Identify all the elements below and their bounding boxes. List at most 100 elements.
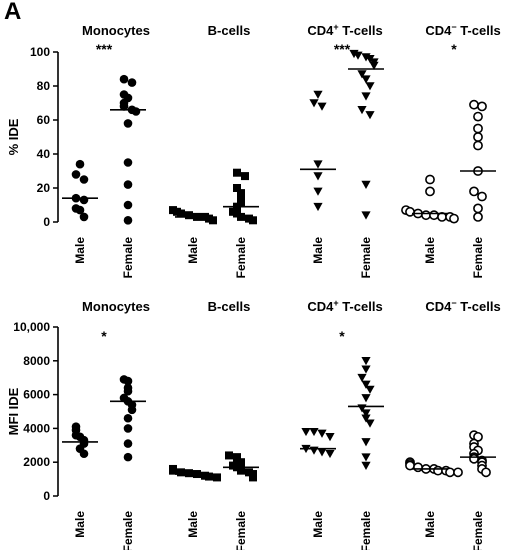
data-point — [317, 429, 327, 438]
x-category-label: Female — [234, 237, 248, 279]
data-point — [123, 386, 133, 396]
data-point — [119, 74, 129, 84]
data-point — [79, 449, 89, 459]
data-point — [477, 191, 487, 202]
data-point — [369, 61, 379, 70]
data-point — [209, 216, 217, 225]
y-tick-label: 8000 — [23, 354, 50, 368]
data-point — [365, 419, 375, 428]
y-tick-label: 4000 — [23, 421, 50, 435]
group-3: CD4+ T-cells * Male Female — [300, 298, 384, 550]
y-axis-label: % IDE — [6, 118, 21, 155]
data-point — [185, 211, 193, 220]
significance-marker: * — [451, 41, 457, 57]
data-point — [357, 70, 367, 79]
y-tick-label: 6000 — [23, 388, 50, 402]
data-point — [317, 102, 327, 111]
group-title: Monocytes — [82, 299, 150, 314]
data-point — [317, 448, 327, 457]
x-category-label: Male — [311, 237, 325, 264]
x-category-label: Male — [73, 237, 87, 264]
y-axis-label: MFI IDE — [6, 387, 21, 435]
data-point — [123, 119, 133, 128]
data-point — [365, 82, 375, 91]
data-point — [473, 123, 483, 134]
data-point — [71, 170, 81, 179]
data-point — [79, 175, 89, 184]
y-tick-label: 2000 — [23, 455, 50, 469]
x-category-label: Female — [234, 511, 248, 550]
y-tick-label: 40 — [37, 147, 51, 161]
chart-panel-2: 0 2000 4000 6000 8000 10,000 MFI IDE Monocytes *… — [6, 298, 501, 550]
data-point — [127, 405, 137, 415]
data-point — [361, 409, 371, 418]
data-point — [75, 159, 85, 169]
group-title: CD4+ T-cells — [307, 298, 382, 314]
data-point — [313, 172, 323, 181]
x-category-label: Female — [359, 237, 373, 279]
data-point — [123, 424, 133, 433]
data-point — [353, 51, 363, 60]
y-tick-label: 0 — [43, 489, 50, 503]
data-point — [361, 453, 371, 462]
group-title: CD4− T-cells — [425, 298, 500, 314]
data-point — [123, 452, 133, 462]
x-category-label: Male — [423, 511, 437, 538]
x-category-label: Male — [311, 511, 325, 538]
y-tick-label: 60 — [37, 113, 51, 127]
significance-marker: *** — [96, 41, 113, 57]
data-point — [477, 101, 487, 112]
data-point — [361, 180, 371, 189]
data-point — [309, 427, 319, 437]
data-point — [249, 216, 257, 225]
data-point — [357, 373, 367, 383]
group-1: Monocytes * Male Female — [62, 299, 150, 550]
group-1: Monocytes *** Male Female — [62, 23, 150, 278]
x-category-label: Female — [121, 511, 135, 550]
data-point — [205, 472, 213, 481]
data-point — [177, 468, 185, 477]
data-point — [237, 458, 245, 467]
group-title: CD4− T-cells — [425, 22, 500, 38]
significance-marker: * — [339, 328, 345, 344]
data-point — [313, 202, 323, 212]
x-category-label: Male — [423, 237, 437, 264]
y-tick-label: 80 — [37, 79, 51, 93]
x-category-label: Female — [471, 237, 485, 279]
group-4: CD4− T-cells * Male Female — [401, 22, 501, 279]
group-title: B-cells — [208, 299, 251, 314]
data-point — [123, 439, 133, 448]
data-point — [473, 111, 483, 122]
significance-marker: * — [101, 328, 107, 344]
data-point — [473, 211, 483, 222]
data-point — [357, 106, 367, 115]
data-point — [361, 75, 371, 84]
data-point — [177, 209, 185, 218]
data-point — [249, 473, 257, 482]
data-point — [123, 158, 133, 167]
x-category-label: Female — [121, 237, 135, 279]
data-point — [79, 195, 89, 205]
data-point — [123, 200, 133, 210]
data-point — [361, 394, 371, 403]
data-point — [313, 187, 323, 196]
data-point — [301, 427, 311, 437]
x-category-label: Male — [186, 511, 200, 538]
data-point — [361, 92, 371, 101]
data-point — [361, 211, 371, 220]
y-tick-label: 0 — [43, 215, 50, 229]
data-point — [325, 449, 335, 459]
data-point — [169, 466, 177, 475]
data-point — [123, 216, 133, 225]
group-title: B-cells — [208, 23, 251, 38]
data-point — [453, 467, 463, 478]
data-point — [325, 433, 335, 442]
data-point — [421, 210, 431, 221]
data-point — [309, 99, 319, 108]
data-point — [123, 413, 133, 423]
group-2: B-cells Male Female — [169, 23, 259, 278]
y-tick-label: 10,000 — [13, 320, 50, 334]
x-category-label: Female — [359, 511, 373, 550]
